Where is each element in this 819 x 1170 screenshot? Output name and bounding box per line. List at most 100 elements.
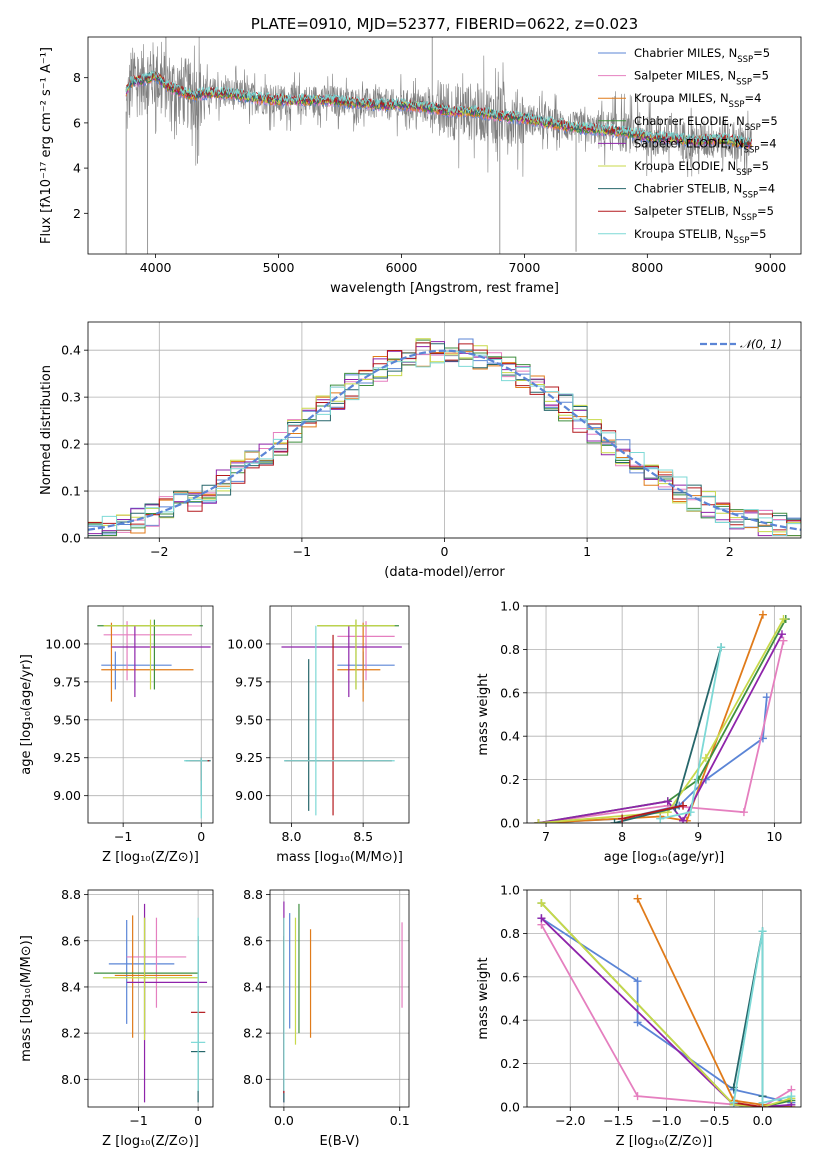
x-tick-label: 0 (197, 829, 205, 844)
y-tick-label: 8.4 (243, 979, 263, 994)
y-tick-label: 0.4 (500, 729, 520, 744)
chart-weight-vs-age: 7 8 9 10 0.0 0.2 0.4 0.6 0.8 1.0 age [log₁₀(age/yr… (476, 599, 802, 865)
x-tick-label: 8000 (631, 260, 663, 275)
mass-weight-marker (534, 819, 543, 823)
y-tick-label: 6 (73, 115, 81, 130)
legend-label: Chabrier ELODIE, NSSP=5 (634, 114, 778, 133)
chart-mass-vs-EBV: 0.0 0.1 8.0 8.2 8.4 8.6 8.8 E(B-V) (243, 887, 410, 1149)
y-tick-label: 9.75 (235, 674, 263, 689)
y-axis-label: age [log₁₀(age/yr)] (19, 654, 34, 775)
plot-area (281, 619, 402, 816)
y-tick-label: 9.25 (53, 750, 81, 765)
y-tick-label: 8.8 (243, 887, 263, 902)
mass-weight-marker (633, 894, 642, 903)
x-tick-label: 0.0 (274, 1113, 294, 1128)
x-axis-label: Z [log₁₀(Z/Z⊙)] (102, 1134, 199, 1149)
x-axis-label: Z [log₁₀(Z/Z⊙)] (102, 850, 199, 865)
y-axis-label: Flux [fλ10⁻¹⁷ erg cm⁻² s⁻¹ A⁻¹] (39, 47, 54, 244)
mass-weight-marker (787, 1092, 796, 1101)
mass-weight-marker (717, 643, 726, 652)
legend-label: Kroupa ELODIE, NSSP=5 (634, 159, 769, 178)
mass-weight-marker (537, 899, 546, 908)
x-tick-label: 1 (583, 544, 591, 559)
legend-label: 𝒩(0, 1) (740, 337, 782, 351)
x-tick-label: 8.0 (282, 829, 302, 844)
y-tick-label: 9.50 (235, 712, 263, 727)
y-tick-label: 10.00 (45, 636, 81, 651)
plot-area (537, 894, 796, 1107)
x-tick-label: 7 (542, 829, 550, 844)
y-axis-label: Normed distribution (39, 365, 54, 495)
mass-weight-marker (633, 1018, 642, 1027)
x-axis-label: Z [log₁₀(Z/Z⊙)] (616, 1134, 713, 1149)
y-tick-label: 9.00 (53, 788, 81, 803)
y-tick-label: 8.0 (243, 1072, 263, 1087)
y-tick-label: 8.4 (61, 979, 81, 994)
chart-age-vs-Z: −1 0 9.00 9.25 9.50 9.75 10.00 Z [log₁₀(Z/Z⊙)] a… (19, 605, 214, 865)
x-tick-label: −2.0 (555, 1113, 585, 1128)
chart-residuals: −2 −1 0 1 2 0.0 0.1 0.2 0.3 0.4 (data-model)/error… (39, 321, 802, 580)
y-tick-label: 8 (73, 70, 81, 85)
y-tick-label: 0.0 (500, 1100, 520, 1115)
x-tick-label: 0 (441, 544, 449, 559)
x-tick-label: −0.5 (699, 1113, 729, 1128)
y-tick-label: 9.50 (53, 712, 81, 727)
y-axis-label: mass weight (476, 673, 491, 755)
y-tick-label: 0.8 (500, 642, 520, 657)
model-spectrum-line (125, 70, 752, 144)
legend-label: Chabrier STELIB, NSSP=4 (634, 182, 775, 201)
plot-area (97, 619, 211, 819)
x-tick-label: 0 (194, 1113, 202, 1128)
x-tick-label: −1.0 (651, 1113, 681, 1128)
x-tick-label: 0.1 (390, 1113, 410, 1128)
mass-weight-marker (779, 636, 788, 645)
mass-weight-line (621, 804, 684, 820)
y-tick-label: 0.6 (500, 685, 520, 700)
mass-weight-marker (694, 775, 703, 784)
x-axis-label: age [log₁₀(age/yr)] (604, 850, 725, 865)
axes-frame (87, 321, 802, 539)
plot-area (125, 37, 752, 254)
legend-label: Kroupa STELIB, NSSP=5 (634, 227, 766, 246)
mass-weight-marker (729, 1098, 738, 1107)
chart-spectrum: 4000 5000 6000 7000 8000 9000 2 4 6 8 wavelength [… (39, 15, 802, 296)
mass-weight-line (733, 1101, 763, 1107)
y-tick-label: 0.3 (61, 390, 81, 405)
model-spectrum-line (125, 70, 752, 147)
axes-frame (87, 36, 802, 255)
plot-area (534, 610, 790, 823)
y-tick-label: 0.1 (61, 484, 81, 499)
y-tick-label: 8.8 (61, 887, 81, 902)
y-tick-label: 8.6 (243, 933, 263, 948)
y-tick-label: 9.00 (235, 788, 263, 803)
y-tick-label: 1.0 (500, 883, 520, 898)
y-axis-label: mass weight (476, 957, 491, 1039)
y-tick-label: 0.6 (500, 969, 520, 984)
mass-weight-line (540, 902, 792, 1107)
mass-weight-marker (758, 1098, 767, 1107)
gaussian-curve (88, 349, 801, 531)
mass-weight-marker (686, 808, 695, 817)
mass-weight-marker (758, 610, 767, 619)
x-axis-label: mass [log₁₀(M/M⊙)] (276, 850, 403, 865)
x-tick-label: −1.5 (603, 1113, 633, 1128)
x-tick-label: 6000 (386, 260, 418, 275)
mass-weight-marker (758, 927, 767, 936)
mass-weight-line (538, 614, 764, 823)
y-tick-label: 8.2 (61, 1026, 81, 1041)
y-tick-label: 0.4 (61, 343, 81, 358)
chart-age-vs-mass: 8.0 8.5 9.00 9.25 9.50 9.75 10.00 mass [log₁₀(M… (227, 605, 410, 865)
x-axis-label: (data-model)/error (384, 565, 505, 580)
y-tick-label: 9.75 (53, 674, 81, 689)
y-tick-label: 0.0 (61, 531, 81, 546)
mass-weight-line (538, 618, 785, 823)
model-spectrum-line (125, 70, 752, 146)
mass-weight-line (538, 640, 785, 823)
x-axis-label: wavelength [Angstrom, rest frame] (330, 281, 559, 296)
mass-weight-marker (679, 816, 688, 823)
y-tick-label: 4 (73, 161, 81, 176)
y-tick-label: 0.2 (500, 772, 520, 787)
y-tick-label: 0.2 (61, 437, 81, 452)
mass-weight-marker (679, 801, 688, 810)
